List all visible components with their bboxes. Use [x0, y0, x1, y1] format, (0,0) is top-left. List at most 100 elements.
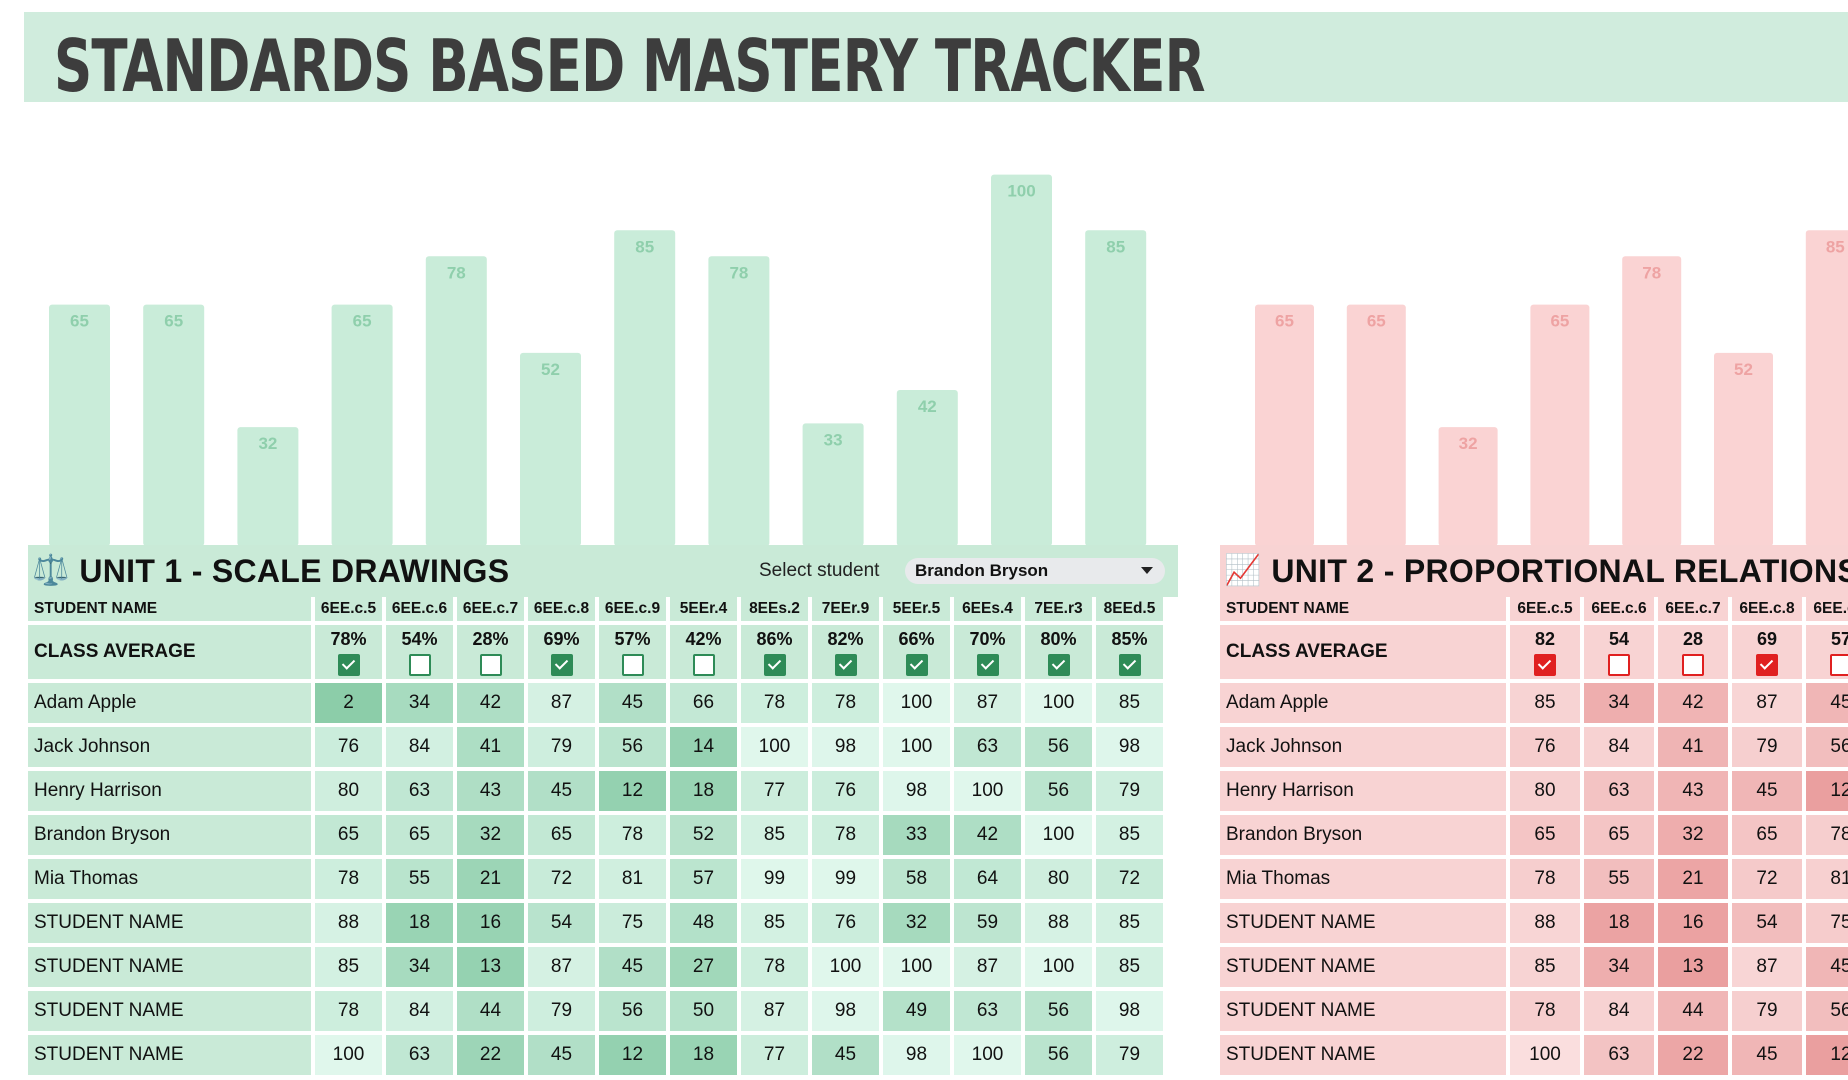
score-cell[interactable]: 78 [315, 859, 382, 903]
score-cell[interactable]: 100 [1025, 683, 1092, 727]
score-cell[interactable]: 52 [670, 815, 737, 859]
score-cell[interactable]: 2 [315, 683, 382, 727]
mastery-checkbox[interactable] [1534, 653, 1556, 676]
score-cell[interactable]: 88 [1025, 903, 1092, 947]
score-cell[interactable]: 12 [1806, 771, 1848, 815]
score-cell[interactable]: 56 [1025, 1035, 1092, 1079]
score-cell[interactable]: 76 [812, 903, 879, 947]
mastery-checkbox[interactable] [1682, 653, 1704, 676]
score-cell[interactable]: 45 [528, 771, 595, 815]
score-cell[interactable]: 79 [1096, 771, 1163, 815]
score-cell[interactable]: 87 [954, 947, 1021, 991]
score-cell[interactable]: 99 [812, 859, 879, 903]
score-cell[interactable]: 56 [599, 991, 666, 1035]
score-cell[interactable]: 44 [457, 991, 524, 1035]
score-cell[interactable]: 32 [1658, 815, 1728, 859]
score-cell[interactable]: 54 [528, 903, 595, 947]
score-cell[interactable]: 43 [1658, 771, 1728, 815]
score-cell[interactable]: 63 [954, 727, 1021, 771]
score-cell[interactable]: 45 [1806, 947, 1848, 991]
score-cell[interactable]: 56 [1025, 771, 1092, 815]
score-cell[interactable]: 79 [1732, 727, 1802, 771]
score-cell[interactable]: 42 [1658, 683, 1728, 727]
score-cell[interactable]: 56 [1806, 727, 1848, 771]
score-cell[interactable]: 85 [315, 947, 382, 991]
score-cell[interactable]: 98 [812, 727, 879, 771]
score-cell[interactable]: 84 [386, 991, 453, 1035]
score-cell[interactable]: 79 [528, 727, 595, 771]
score-cell[interactable]: 12 [599, 771, 666, 815]
score-cell[interactable]: 87 [741, 991, 808, 1035]
score-cell[interactable]: 85 [1096, 947, 1163, 991]
score-cell[interactable]: 65 [1584, 815, 1654, 859]
score-cell[interactable]: 45 [812, 1035, 879, 1079]
score-cell[interactable]: 59 [954, 903, 1021, 947]
score-cell[interactable]: 75 [1806, 903, 1848, 947]
score-cell[interactable]: 79 [528, 991, 595, 1035]
score-cell[interactable]: 98 [1096, 991, 1163, 1035]
score-cell[interactable]: 13 [1658, 947, 1728, 991]
score-cell[interactable]: 18 [1584, 903, 1654, 947]
score-cell[interactable]: 58 [883, 859, 950, 903]
score-cell[interactable]: 22 [1658, 1035, 1728, 1079]
score-cell[interactable]: 75 [599, 903, 666, 947]
score-cell[interactable]: 65 [1732, 815, 1802, 859]
score-cell[interactable]: 87 [1732, 947, 1802, 991]
score-cell[interactable]: 65 [528, 815, 595, 859]
score-cell[interactable]: 21 [457, 859, 524, 903]
score-cell[interactable]: 78 [599, 815, 666, 859]
score-cell[interactable]: 78 [315, 991, 382, 1035]
score-cell[interactable]: 100 [883, 683, 950, 727]
score-cell[interactable]: 34 [386, 947, 453, 991]
score-cell[interactable]: 18 [670, 1035, 737, 1079]
score-cell[interactable]: 12 [1806, 1035, 1848, 1079]
score-cell[interactable]: 76 [1510, 727, 1580, 771]
score-cell[interactable]: 65 [386, 815, 453, 859]
score-cell[interactable]: 100 [1025, 815, 1092, 859]
score-cell[interactable]: 56 [599, 727, 666, 771]
score-cell[interactable]: 66 [670, 683, 737, 727]
score-cell[interactable]: 34 [1584, 683, 1654, 727]
mastery-checkbox[interactable] [479, 653, 502, 676]
score-cell[interactable]: 12 [599, 1035, 666, 1079]
score-cell[interactable]: 81 [1806, 859, 1848, 903]
score-cell[interactable]: 78 [741, 683, 808, 727]
score-cell[interactable]: 100 [954, 1035, 1021, 1079]
score-cell[interactable]: 100 [1025, 947, 1092, 991]
score-cell[interactable]: 45 [1806, 683, 1848, 727]
score-cell[interactable]: 65 [315, 815, 382, 859]
score-cell[interactable]: 32 [457, 815, 524, 859]
score-cell[interactable]: 85 [741, 815, 808, 859]
score-cell[interactable]: 78 [812, 815, 879, 859]
score-cell[interactable]: 87 [1732, 683, 1802, 727]
score-cell[interactable]: 33 [883, 815, 950, 859]
score-cell[interactable]: 99 [741, 859, 808, 903]
score-cell[interactable]: 98 [812, 991, 879, 1035]
score-cell[interactable]: 45 [1732, 771, 1802, 815]
score-cell[interactable]: 85 [1096, 683, 1163, 727]
score-cell[interactable]: 14 [670, 727, 737, 771]
score-cell[interactable]: 87 [528, 683, 595, 727]
score-cell[interactable]: 85 [741, 903, 808, 947]
score-cell[interactable]: 84 [386, 727, 453, 771]
score-cell[interactable]: 84 [1584, 991, 1654, 1035]
score-cell[interactable]: 54 [1732, 903, 1802, 947]
dropdown-arrow-icon[interactable] [1141, 567, 1153, 574]
score-cell[interactable]: 49 [883, 991, 950, 1035]
score-cell[interactable]: 63 [386, 771, 453, 815]
score-cell[interactable]: 72 [1732, 859, 1802, 903]
score-cell[interactable]: 63 [954, 991, 1021, 1035]
score-cell[interactable]: 98 [1096, 727, 1163, 771]
mastery-checkbox[interactable] [621, 653, 644, 676]
score-cell[interactable]: 56 [1025, 991, 1092, 1035]
score-cell[interactable]: 100 [1510, 1035, 1580, 1079]
mastery-checkbox[interactable] [1608, 653, 1630, 676]
score-cell[interactable]: 72 [528, 859, 595, 903]
score-cell[interactable]: 42 [457, 683, 524, 727]
score-cell[interactable]: 100 [954, 771, 1021, 815]
score-cell[interactable]: 80 [1025, 859, 1092, 903]
score-cell[interactable]: 22 [457, 1035, 524, 1079]
score-cell[interactable]: 100 [741, 727, 808, 771]
score-cell[interactable]: 63 [386, 1035, 453, 1079]
mastery-checkbox[interactable] [834, 653, 857, 676]
